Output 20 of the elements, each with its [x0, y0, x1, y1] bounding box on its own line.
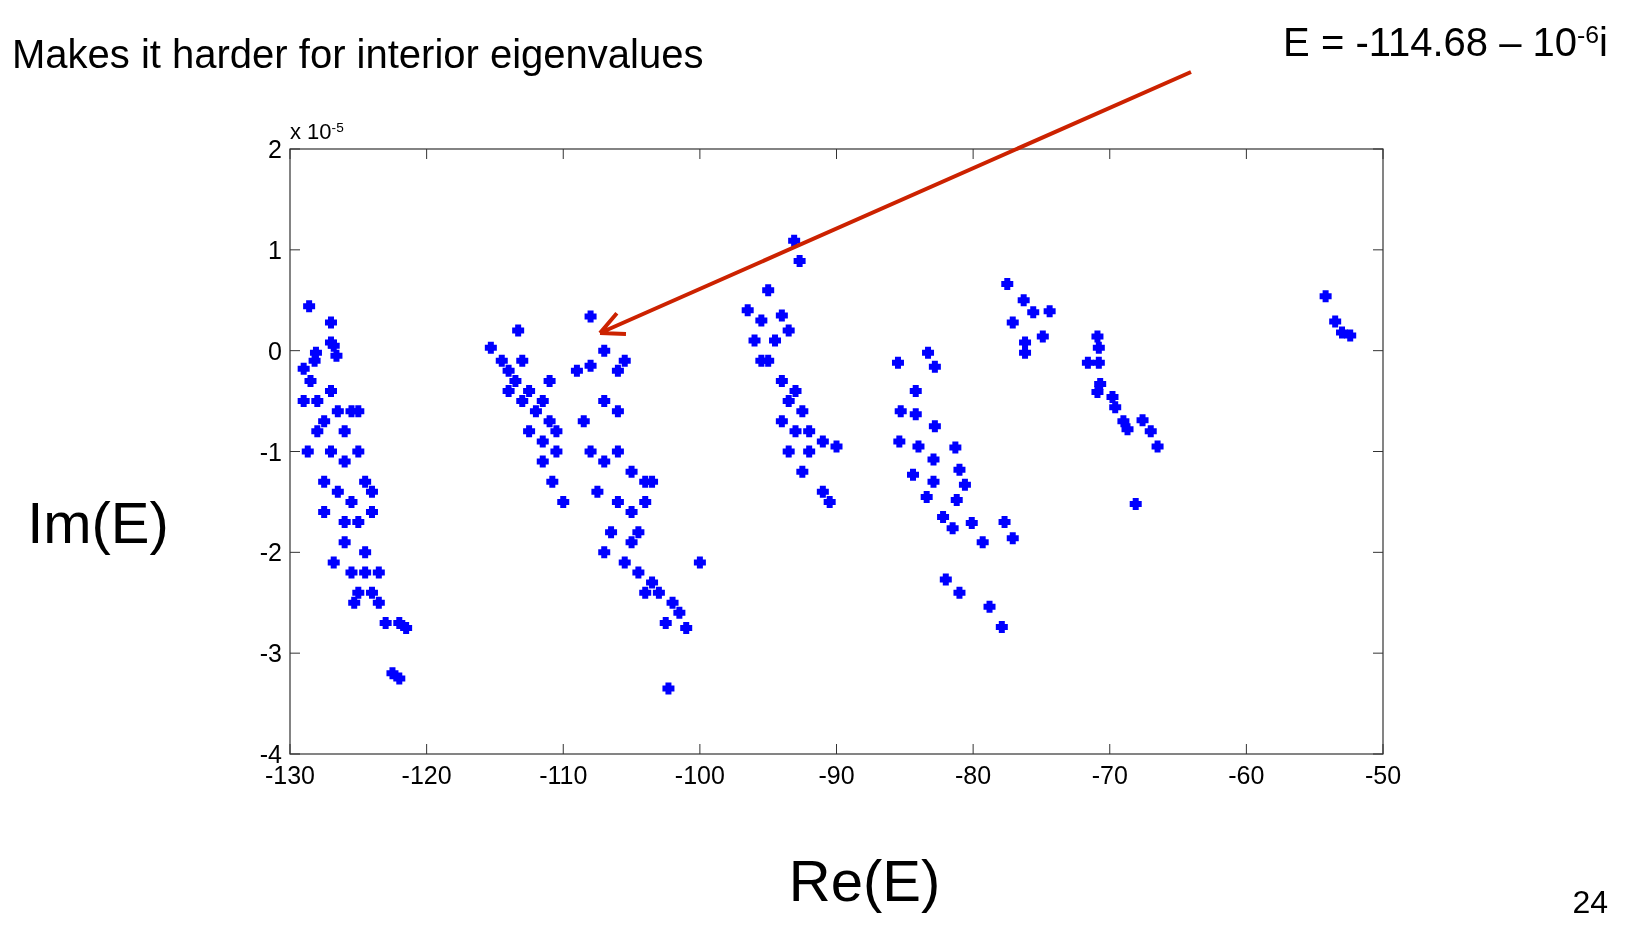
x-axis-title: Re(E): [788, 848, 941, 913]
x-tick-label: -80: [955, 761, 992, 789]
text: 24: [1572, 884, 1608, 920]
x-tick-label: -90: [818, 761, 855, 789]
y-axis-title: Im(E): [27, 490, 169, 555]
y-tick-label: -1: [259, 437, 282, 466]
text: E = -114.68 – 10$^{-6}$i: [1283, 20, 1608, 64]
x-tick-label: -120: [401, 761, 452, 789]
chart-title: Makes it harder for interior eigenvalues: [12, 32, 704, 76]
y-tick-label: -3: [259, 639, 282, 668]
text: x 10$^{-5}$: [290, 119, 344, 144]
y-tick-label: 1: [268, 235, 282, 264]
y-tick-label: -2: [259, 538, 282, 567]
y-tick-label: 2: [268, 135, 282, 163]
x-tick-label: -110: [539, 761, 588, 789]
x-tick-label: -60: [1228, 761, 1265, 789]
x-tick-label: -100: [674, 761, 725, 789]
x-tick-label: -70: [1091, 761, 1128, 789]
y-tick-label: 0: [268, 336, 282, 365]
x-tick-label: -50: [1364, 761, 1402, 789]
